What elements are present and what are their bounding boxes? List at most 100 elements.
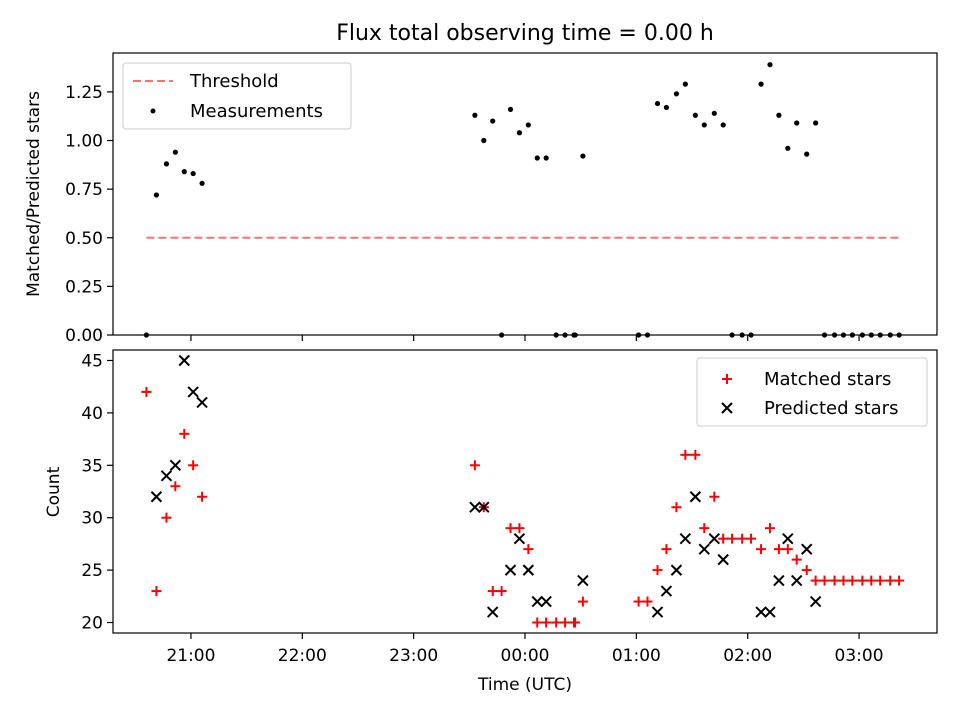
ratio-y-tick-label: 0.50 <box>65 229 103 249</box>
measurement-point <box>720 122 726 128</box>
matched-star-point <box>487 586 498 597</box>
predicted-star-point <box>651 606 664 618</box>
matched-star-point <box>496 586 507 597</box>
matched-star-point <box>560 617 571 628</box>
x-axis-label: Time (UTC) <box>477 675 572 695</box>
matched-star-point <box>737 533 748 544</box>
x-tick-label: 22:00 <box>278 646 327 666</box>
measurement-point <box>572 332 578 338</box>
matched-star-point <box>197 491 208 502</box>
count-panel: Count 21:00 22:00 23:00 00:00 01:00 02:00 03:0… <box>44 349 938 695</box>
legend-matched-label: Matched stars <box>764 369 891 390</box>
measurement-point <box>499 332 505 338</box>
ratio-y-tick-label: 0.75 <box>65 180 103 200</box>
matched-star-point <box>773 544 784 555</box>
measurement-point <box>516 130 523 136</box>
ratio-y-tick-label: 1.00 <box>65 132 103 152</box>
predicted-star-point <box>790 574 803 587</box>
measurement-point <box>859 332 865 338</box>
matched-star-point <box>523 544 534 555</box>
matched-star-point <box>756 544 767 555</box>
predicted-star-point <box>469 501 481 513</box>
count-y-tick-label: 20 <box>81 614 103 634</box>
measurement-point <box>644 332 651 338</box>
x-tick-label: 00:00 <box>501 646 550 666</box>
measurement-point <box>654 100 661 107</box>
predicted-star-point <box>169 459 182 472</box>
predicted-star-point <box>689 491 702 503</box>
measurement-point <box>849 332 855 338</box>
matched-star-point <box>469 460 480 471</box>
measurement-point <box>682 81 688 87</box>
count-legend-box <box>696 357 928 427</box>
measurement-point <box>525 122 531 128</box>
predicted-star-point <box>487 606 499 618</box>
matched-star-point <box>532 617 543 628</box>
measurement-point <box>758 81 764 87</box>
legend-predicted-label: Predicted stars <box>764 398 898 419</box>
matched-star-point <box>505 523 516 534</box>
matched-star-point <box>709 491 720 502</box>
matched-star-point <box>161 512 172 523</box>
predicted-star-point <box>670 564 683 576</box>
predicted-star-point <box>187 386 199 398</box>
measurement-point <box>562 332 568 338</box>
measurement-point <box>181 169 187 175</box>
matched-star-point <box>791 554 802 565</box>
measurement-point <box>580 153 586 159</box>
predicted-star-point <box>773 574 785 587</box>
legend-threshold-label: Threshold <box>189 71 279 92</box>
matched-star-point <box>875 575 886 586</box>
matched-star-point <box>671 502 682 513</box>
count-y-tick-label: 45 <box>81 351 103 371</box>
measurement-point <box>877 332 883 338</box>
matched-star-point <box>151 586 162 597</box>
ratio-legend-box <box>122 62 352 130</box>
matched-star-point <box>661 544 672 555</box>
matched-star-point <box>801 565 812 576</box>
matched-star-point <box>885 575 896 586</box>
measurement-point <box>813 120 819 126</box>
predicted-star-point <box>717 553 729 566</box>
predicted-star-point <box>660 585 673 597</box>
measurement-point <box>663 104 670 111</box>
predicted-star-point <box>679 532 692 545</box>
ratio-y-tick-label: 1.25 <box>65 83 103 103</box>
ratio-legend: Threshold Measurements <box>122 62 352 130</box>
ratio-y-axis-label: Matched/Predicted stars <box>24 91 44 297</box>
matched-star-point <box>652 565 663 576</box>
measurement-point <box>887 332 893 338</box>
x-tick-label: 03:00 <box>835 646 884 666</box>
matched-star-point <box>810 575 821 586</box>
measurement-point <box>794 120 800 126</box>
matched-star-point <box>829 575 840 586</box>
matched-star-point <box>188 460 199 471</box>
matched-star-point <box>514 523 525 534</box>
measurement-point <box>748 332 754 338</box>
count-y-axis-label: Count <box>44 466 64 517</box>
matched-star-point <box>541 617 552 628</box>
measurement-point <box>804 151 810 157</box>
predicted-star-point <box>513 532 526 545</box>
measurement-point <box>785 145 791 151</box>
matched-star-point <box>633 596 644 607</box>
ratio-y-tick-label: 0.25 <box>65 277 103 297</box>
matched-star-point <box>894 575 905 586</box>
predicted-star-point <box>478 501 490 513</box>
measurement-point <box>767 62 773 68</box>
matched-star-point <box>690 449 701 460</box>
legend-plus-marker <box>722 374 732 384</box>
predicted-star-point <box>504 564 517 576</box>
measurement-point <box>534 155 540 161</box>
measurement-point <box>701 122 707 128</box>
measurement-point <box>729 332 735 338</box>
x-tick-label: 23:00 <box>389 646 438 666</box>
measurement-point <box>507 106 514 112</box>
measurement-point <box>553 332 559 338</box>
measurement-point <box>840 332 847 338</box>
matched-star-point <box>727 533 738 544</box>
matched-star-point <box>866 575 877 586</box>
matched-star-point <box>141 386 152 397</box>
measurement-point <box>776 112 782 118</box>
